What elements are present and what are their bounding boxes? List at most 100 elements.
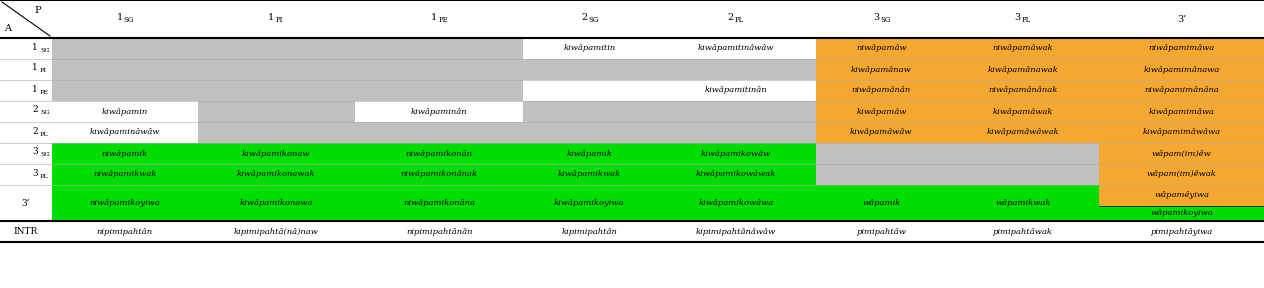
Bar [1100,122,1264,143]
Text: niwâpamimâwa: niwâpamimâwa [1149,45,1215,52]
Text: 3’: 3’ [1177,14,1186,24]
Text: PL: PL [1021,16,1031,24]
Bar [1100,206,1264,221]
Text: 3’: 3’ [21,198,30,207]
Text: kiwâpamimânawa: kiwâpamimânawa [1144,65,1220,73]
Text: kiwâpamânaw: kiwâpamânaw [851,65,911,73]
Bar [52,221,197,242]
Text: SG: SG [588,16,599,24]
Bar [656,164,817,185]
Bar [1100,59,1264,80]
Bar [355,80,523,101]
Bar [656,185,817,221]
Text: kipimipahtânâwâw: kipimipahtânâwâw [695,228,776,236]
Text: kiwâpamâwak: kiwâpamâwak [992,107,1053,115]
Bar [1100,221,1264,242]
Bar [523,185,656,221]
Bar [817,38,947,59]
Text: pimipahtâyiwa: pimipahtâyiwa [1150,228,1212,236]
Text: A: A [4,24,11,33]
Bar [523,101,656,122]
Text: SG: SG [40,153,49,158]
Bar [197,59,355,80]
Text: PL: PL [40,173,49,179]
Bar [355,101,523,122]
Text: kiwâpamimâwâwa: kiwâpamimâwâwa [1143,128,1221,137]
Text: 1: 1 [33,43,38,52]
Bar [947,59,1100,80]
Text: SG: SG [124,16,134,24]
Bar [523,80,656,101]
Bar [523,164,656,185]
Text: PL: PL [40,132,49,137]
Bar [523,143,656,164]
Bar [355,164,523,185]
Bar [52,164,197,185]
Text: kiwâpamitinân: kiwâpamitinân [704,86,767,94]
Text: wâpamik: wâpamik [862,199,900,207]
Text: 1: 1 [116,13,123,22]
Text: wâpamêyiwa: wâpamêyiwa [1154,192,1210,199]
Bar [1100,38,1264,59]
Text: kiwâpamitinâwâw: kiwâpamitinâwâw [698,45,774,52]
Text: kiwâpamânawak: kiwâpamânawak [987,65,1058,73]
Bar [197,164,355,185]
Text: niwâpamikonân: niwâpamikonân [406,149,473,158]
Text: 1: 1 [33,84,38,94]
Bar [817,80,947,101]
Text: PE: PE [439,16,447,24]
Text: niwâpamânân: niwâpamânân [852,86,911,94]
Text: niwâpamânânak: niwâpamânânak [988,86,1058,94]
Bar [817,122,947,143]
Text: niwâpamikonâna: niwâpamikonâna [403,199,475,207]
Text: kiwâpamikoyiwa: kiwâpamikoyiwa [554,199,624,207]
Bar [355,122,523,143]
Text: SG: SG [40,48,49,52]
Bar [1100,101,1264,122]
Text: kiwâpamikowâwak: kiwâpamikowâwak [695,170,776,179]
Text: kipimipahtâ(nâ)naw: kipimipahtâ(nâ)naw [234,228,319,236]
Text: kiwâpamitin: kiwâpamitin [564,45,616,52]
Text: kiwâpamin: kiwâpamin [101,107,148,115]
Text: kiwâpamikonawa: kiwâpamikonawa [240,199,313,207]
Bar [52,38,197,59]
Text: PI: PI [40,69,47,73]
Text: nipimipahtânân: nipimipahtânân [406,228,473,236]
Bar [52,143,197,164]
Bar [197,122,355,143]
Bar [52,80,197,101]
Bar [656,122,817,143]
Text: wâpamikoyiwa: wâpamikoyiwa [1150,209,1213,217]
Bar [197,143,355,164]
Bar [355,185,523,221]
Bar [1100,143,1264,164]
Text: pimipahtâw: pimipahtâw [857,228,906,236]
Bar [0,0,1264,38]
Text: 2: 2 [33,105,38,115]
Bar [523,122,656,143]
Bar [197,221,355,242]
Text: kiwâpamikwak: kiwâpamikwak [557,170,621,179]
Text: P: P [34,6,40,15]
Bar [52,185,197,221]
Bar [197,80,355,101]
Text: PL: PL [734,16,744,24]
Bar [817,164,947,185]
Bar [656,221,817,242]
Text: PE: PE [40,90,49,94]
Bar [817,185,947,221]
Bar [817,101,947,122]
Text: niwâpamimânâna: niwâpamimânâna [1144,86,1218,94]
Text: 2: 2 [33,126,38,135]
Text: SG: SG [880,16,891,24]
Text: kiwâpamikonawak: kiwâpamikonawak [238,170,316,179]
Bar [817,143,947,164]
Text: kiwâpamikowâw: kiwâpamikowâw [700,149,771,158]
Text: 2: 2 [728,13,734,22]
Text: SG: SG [40,111,49,115]
Text: kiwâpaminân: kiwâpaminân [411,107,468,115]
Text: kiwâpamâwâw: kiwâpamâwâw [851,128,913,137]
Text: 3: 3 [33,147,38,156]
Bar [197,185,355,221]
Bar [1100,80,1264,101]
